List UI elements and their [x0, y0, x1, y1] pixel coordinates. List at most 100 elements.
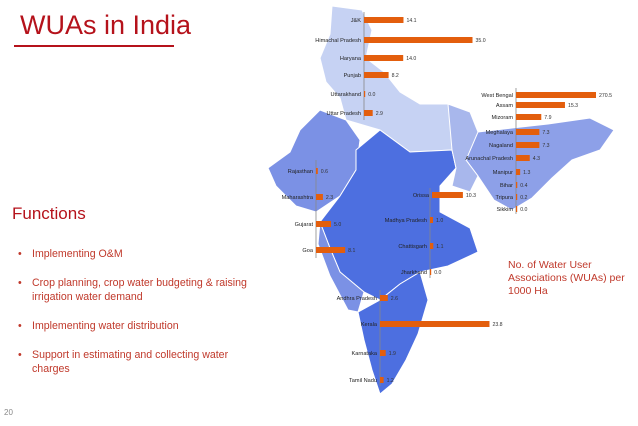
bar-state-label: Punjab: [344, 73, 361, 79]
bar: [364, 55, 404, 61]
bar-state-label: Nagaland: [489, 143, 513, 149]
bar: [380, 377, 384, 383]
bar-group: J&K 14.1 Himachal Pradesh 35.0 Haryana 14.0 Pu…: [282, 12, 612, 386]
bar-value-label: 14.0: [406, 56, 416, 62]
bar: [380, 350, 386, 356]
bar-value-label: 23.8: [492, 322, 502, 328]
bar-state-label: West Bengal: [481, 93, 513, 99]
map-south: [357, 271, 429, 395]
bar: [364, 17, 404, 23]
bar: [516, 206, 518, 212]
bar: [316, 168, 318, 174]
bar: [516, 102, 565, 108]
bar-value-label: 1.3: [523, 170, 530, 176]
bar: [316, 221, 331, 227]
bar-state-label: Madhya Pradesh: [385, 218, 427, 224]
bar: [516, 169, 521, 175]
bar-state-label: Uttarakhand: [331, 92, 361, 98]
bar-state-label: Mizoram: [492, 115, 514, 121]
bar-state-label: Karnataka: [352, 351, 378, 357]
bar-state-label: Jharkhand: [401, 270, 427, 276]
bar-value-label: 8.2: [392, 73, 399, 79]
bar-value-label: 1.1: [436, 244, 443, 250]
bar-state-label: Kerala: [361, 322, 378, 328]
function-item: Support in estimating and collecting wat…: [18, 348, 250, 376]
bar-state-label: Uttar Pradesh: [326, 111, 361, 117]
bar: [516, 129, 540, 135]
bar-value-label: 0.2: [520, 195, 527, 201]
bar: [516, 114, 542, 120]
bar: [364, 72, 389, 78]
bar-state-label: Maharashtra: [282, 195, 314, 201]
bar-value-label: 2.9: [376, 111, 383, 117]
bar-value-label: 0.0: [434, 270, 441, 276]
slide-title: WUAs in India: [20, 10, 192, 40]
bar-value-label: 7.3: [542, 130, 549, 136]
bar: [516, 182, 518, 188]
bar: [516, 194, 518, 200]
bar-value-label: 2.3: [326, 195, 333, 201]
legend-note: No. of Water User Associations (WUAs) pe…: [508, 259, 625, 297]
bar-state-label: Tamil Nadu: [349, 378, 377, 384]
bar-value-label: 8.1: [348, 248, 355, 254]
bar-value-label: 5.0: [334, 222, 341, 228]
bar: [380, 295, 388, 301]
function-item: Implementing O&M: [18, 247, 250, 261]
title-underline: [14, 45, 174, 47]
bar: [430, 217, 433, 223]
bar: [516, 155, 530, 161]
function-item: Implementing water distribution: [18, 319, 250, 333]
bar: [364, 110, 373, 116]
bar: [316, 194, 323, 200]
bar-state-label: Andhra Pradesh: [337, 296, 377, 302]
bar-value-label: 1.9: [389, 351, 396, 357]
bar-state-label: Haryana: [340, 56, 362, 62]
bar: [316, 247, 346, 253]
bar-state-label: Gujarat: [295, 222, 314, 228]
functions-list: Implementing O&M Crop planning, crop wat…: [18, 247, 250, 391]
bar-value-label: 1.0: [436, 218, 443, 224]
function-item: Crop planning, crop water budgeting & ra…: [18, 276, 250, 304]
map-bengal: [447, 103, 479, 193]
bar-value-label: 0.4: [520, 183, 527, 189]
bar-value-label: 14.1: [406, 18, 416, 24]
bar-value-label: 0.6: [321, 169, 328, 175]
bar-state-label: Goa: [302, 248, 313, 254]
page-number: 20: [4, 408, 13, 417]
bar-state-label: Sikkim: [497, 207, 514, 213]
bar-value-label: 0.0: [368, 92, 375, 98]
functions-heading: Functions: [12, 204, 86, 223]
bar-state-label: Rajasthan: [288, 169, 313, 175]
bar: [432, 192, 463, 198]
bar-value-label: 1.2: [387, 378, 394, 384]
bar-state-label: J&K: [351, 18, 362, 24]
bar: [430, 243, 434, 249]
map-west-coast: [317, 221, 365, 313]
bar: [430, 269, 432, 275]
bar: [380, 321, 490, 327]
bar: [364, 91, 366, 97]
bar-state-label: Meghalaya: [486, 130, 514, 136]
bar-value-label: 10.3: [466, 193, 476, 199]
bar-value-label: 4.3: [533, 156, 540, 162]
bar-state-label: Assam: [496, 103, 513, 109]
bar: [516, 92, 596, 98]
bar-value-label: 7.3: [542, 143, 549, 149]
bar-state-label: Bihar: [500, 183, 513, 189]
bar-value-label: 2.6: [391, 296, 398, 302]
bar: [364, 37, 473, 43]
bar-state-label: Manipur: [493, 170, 513, 176]
map-west: [267, 109, 361, 213]
india-map: [267, 5, 615, 395]
bar: [516, 142, 540, 148]
bar-value-label: 0.0: [520, 207, 527, 213]
bar-state-label: Chattisgarh: [398, 244, 427, 250]
bar-state-label: Tripura: [495, 195, 513, 201]
bar-value-label: 35.0: [476, 38, 486, 44]
bar-value-label: 270.5: [599, 93, 612, 99]
bar-state-label: Orissa: [413, 193, 430, 199]
bar-state-label: Himachal Pradesh: [315, 38, 361, 44]
bar-value-label: 7.9: [544, 115, 551, 121]
bar-value-label: 15.3: [568, 103, 578, 109]
